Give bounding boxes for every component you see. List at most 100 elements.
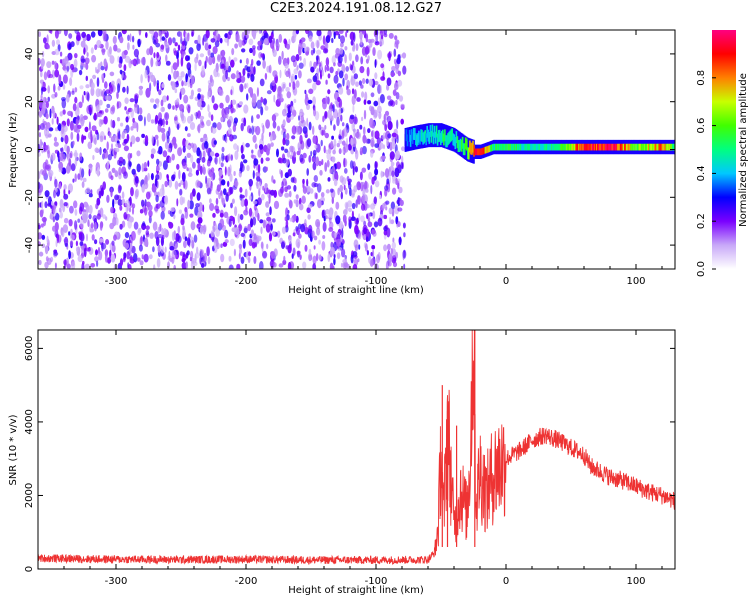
noise-speckle [84, 263, 90, 269]
noise-speckle [156, 51, 160, 59]
track-core [620, 143, 623, 151]
noise-speckle [256, 60, 261, 66]
noise-speckle [300, 223, 306, 233]
noise-speckle [183, 180, 186, 189]
noise-speckle [313, 175, 318, 183]
noise-speckle [182, 225, 185, 231]
noise-speckle [321, 209, 327, 219]
noise-speckle [333, 231, 337, 239]
noise-speckle [212, 122, 217, 129]
noise-speckle [386, 138, 389, 147]
colorbar-tick-label: 0.6 [696, 118, 707, 134]
noise-speckle [224, 33, 229, 39]
noise-speckle [306, 178, 309, 187]
noise-speckle [396, 57, 401, 65]
noise-speckle [355, 81, 359, 87]
track-core [629, 143, 631, 151]
noise-speckle [312, 162, 317, 171]
noise-speckle [351, 189, 356, 196]
noise-speckle [368, 256, 372, 264]
noise-speckle [306, 78, 312, 84]
noise-speckle [59, 199, 63, 209]
noise-speckle [315, 80, 321, 86]
noise-speckle [186, 152, 192, 158]
noise-speckle [101, 48, 106, 56]
track-core [613, 143, 616, 151]
noise-speckle [162, 160, 168, 171]
noise-speckle [257, 181, 262, 191]
track-core [588, 143, 591, 151]
noise-speckle [289, 145, 294, 152]
noise-speckle [63, 184, 67, 191]
noise-speckle [395, 251, 399, 259]
noise-speckle [345, 31, 348, 38]
noise-speckle [171, 249, 177, 260]
noise-speckle [317, 199, 322, 209]
noise-speckle [255, 125, 261, 136]
noise-speckle [61, 98, 67, 109]
noise-speckle [194, 62, 197, 72]
noise-speckle [336, 116, 340, 127]
track-core [609, 143, 612, 151]
noise-speckle [262, 219, 266, 229]
track-core [597, 143, 599, 151]
noise-speckle [350, 216, 356, 221]
track-core [535, 143, 538, 151]
noise-speckle [358, 213, 361, 222]
track-core [541, 143, 544, 151]
track-core [536, 143, 539, 151]
noise-speckle [313, 245, 316, 250]
noise-speckle [315, 192, 318, 200]
noise-speckle [390, 161, 395, 167]
noise-speckle [235, 33, 240, 43]
track-core [507, 143, 510, 151]
noise-speckle [243, 117, 247, 127]
noise-speckle [366, 250, 369, 256]
noise-speckle [206, 187, 211, 195]
noise-speckle [102, 214, 107, 219]
noise-speckle [357, 195, 361, 205]
y-tick-label: 6000 [24, 336, 35, 361]
track-core [408, 129, 411, 142]
noise-speckle [350, 76, 356, 86]
noise-speckle [124, 106, 127, 111]
noise-speckle [81, 181, 85, 189]
noise-speckle [276, 148, 279, 158]
noise-speckle [207, 90, 211, 97]
noise-speckle [363, 220, 366, 227]
noise-speckle [109, 71, 115, 77]
track-core [490, 144, 493, 152]
track-core [428, 131, 431, 144]
noise-speckle [326, 152, 332, 161]
noise-speckle [273, 179, 276, 184]
noise-speckle [277, 85, 283, 95]
noise-speckle [327, 253, 331, 263]
noise-speckle [153, 264, 156, 269]
noise-speckle [228, 218, 232, 227]
noise-speckle [193, 234, 198, 243]
noise-speckle [312, 263, 317, 269]
noise-speckle [186, 145, 191, 150]
noise-speckle [316, 49, 322, 55]
noise-speckle [288, 82, 292, 88]
noise-speckle [257, 197, 262, 206]
noise-speckle [187, 172, 193, 177]
noise-speckle [265, 166, 268, 172]
noise-speckle [239, 194, 245, 199]
noise-speckle [130, 108, 134, 119]
noise-speckle [344, 46, 348, 51]
noise-speckle [191, 239, 195, 249]
noise-speckle [111, 120, 116, 129]
track-core [456, 136, 459, 149]
noise-speckle [180, 87, 186, 95]
noise-speckle [68, 190, 71, 195]
track-core [590, 143, 593, 151]
track-core [503, 143, 505, 151]
noise-speckle [172, 37, 176, 44]
noise-speckle [296, 250, 301, 255]
noise-speckle [234, 180, 239, 188]
noise-speckle [248, 178, 253, 187]
noise-speckle [329, 66, 334, 74]
noise-speckle [44, 245, 49, 255]
